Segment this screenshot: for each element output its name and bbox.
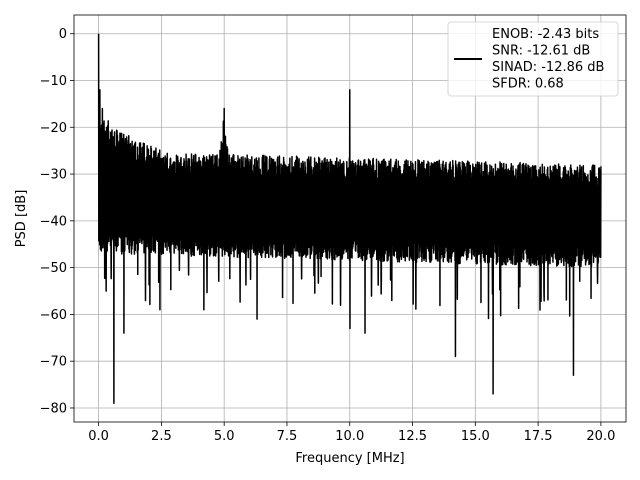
x-tick-label: 17.5 [524,429,553,444]
x-tick-label: 2.5 [151,429,172,444]
legend-enob: ENOB: -2.43 bits [492,27,599,42]
x-tick-label: 20.0 [586,429,615,444]
psd-series-line [97,33,602,405]
y-tick-label: −70 [40,355,67,370]
legend-sfdr: SFDR: 0.68 [492,77,564,92]
legend: ENOB: -2.43 bits SNR: -12.61 dB SINAD: -… [447,21,619,97]
y-tick-label: −80 [40,401,67,416]
legend-snr: SNR: -12.61 dB [492,44,590,59]
legend-box [447,21,619,97]
x-tick-label: 0.0 [88,429,109,444]
x-tick-label: 10.0 [335,429,364,444]
x-axis-ticks: 0.0 2.5 5.0 7.5 10.0 12.5 15.0 17.5 20.0 [88,422,615,444]
y-axis-ticks: 0 −10 −20 −30 −40 −50 −60 −70 −80 [40,27,74,416]
y-axis-label: PSD [dB] [14,190,29,248]
psd-trace [97,33,602,405]
y-tick-label: −10 [40,74,67,89]
y-tick-label: −20 [40,121,67,136]
y-tick-label: −40 [40,214,67,229]
legend-sinad: SINAD: -12.86 dB [492,60,604,75]
x-tick-label: 5.0 [214,429,235,444]
y-tick-label: −50 [40,261,67,276]
y-tick-label: 0 [59,27,67,42]
x-tick-label: 15.0 [461,429,490,444]
y-tick-label: −60 [40,308,67,323]
x-tick-label: 12.5 [398,429,427,444]
y-tick-label: −30 [40,168,67,183]
x-tick-label: 7.5 [277,429,298,444]
x-axis-label: Frequency [MHz] [295,451,404,466]
